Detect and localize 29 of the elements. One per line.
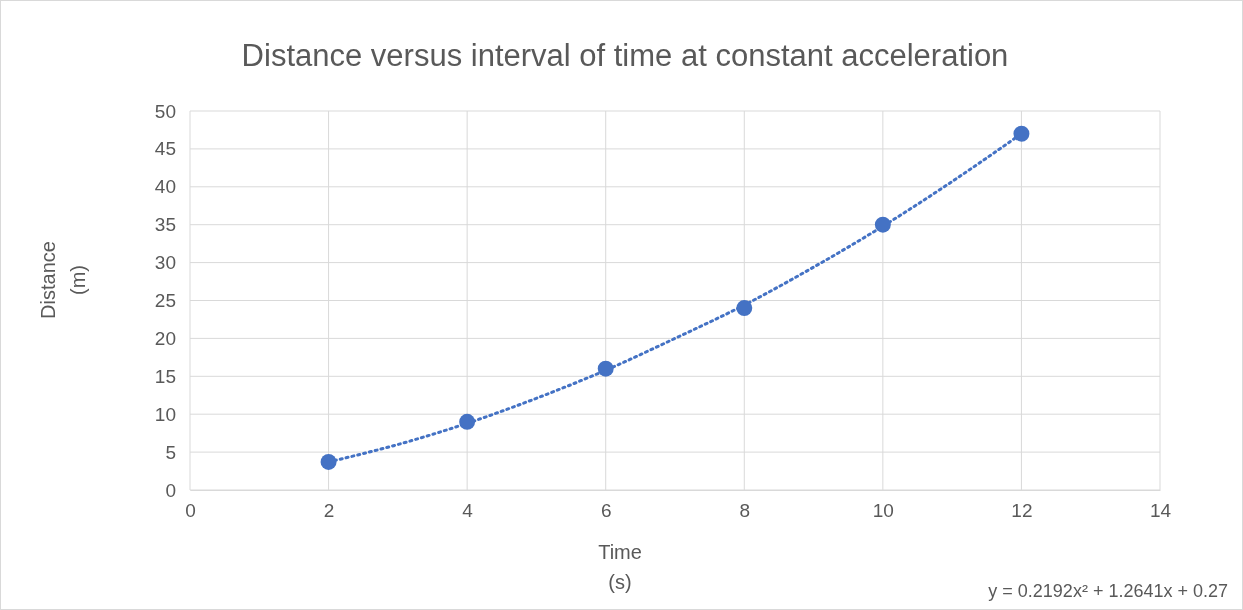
- text: y = 0.2192x² + 1.2641x + 0.27: [988, 581, 1228, 601]
- y-tick-label: 25: [154, 290, 176, 312]
- point: [874, 216, 891, 233]
- x-tick-label: 4: [462, 500, 474, 522]
- y-tick-label: 0: [165, 479, 176, 501]
- point: [597, 360, 614, 377]
- y-tick-label: 50: [154, 100, 176, 122]
- y-axis-title: Distance (m): [37, 241, 89, 319]
- x-tick-label: 10: [872, 500, 894, 522]
- x-tick-label: 12: [1011, 500, 1033, 522]
- point: [736, 300, 753, 317]
- y-tick-label: 5: [165, 441, 176, 463]
- y-tick-label: 15: [154, 365, 176, 387]
- y-tick-label: 45: [154, 138, 176, 160]
- y-tick-label: 10: [154, 403, 176, 425]
- x-tick-label: 6: [600, 500, 612, 522]
- point: [459, 413, 476, 430]
- y-tick-label: 20: [154, 327, 176, 349]
- point: [1013, 125, 1030, 142]
- point: [320, 453, 337, 470]
- y-tick-label: 35: [154, 214, 176, 236]
- x-tick-label: 14: [1149, 500, 1172, 522]
- chart-title: Distance versus interval of time at constant acceleration: [241, 38, 1009, 73]
- y-tick-label: 30: [154, 252, 176, 274]
- x-tick-label: 8: [739, 500, 751, 522]
- x-axis-title: Time (s): [598, 541, 642, 593]
- x-tick-label: 0: [185, 500, 196, 522]
- x-tick-label: 2: [323, 500, 335, 522]
- y-tick-label: 40: [154, 176, 176, 198]
